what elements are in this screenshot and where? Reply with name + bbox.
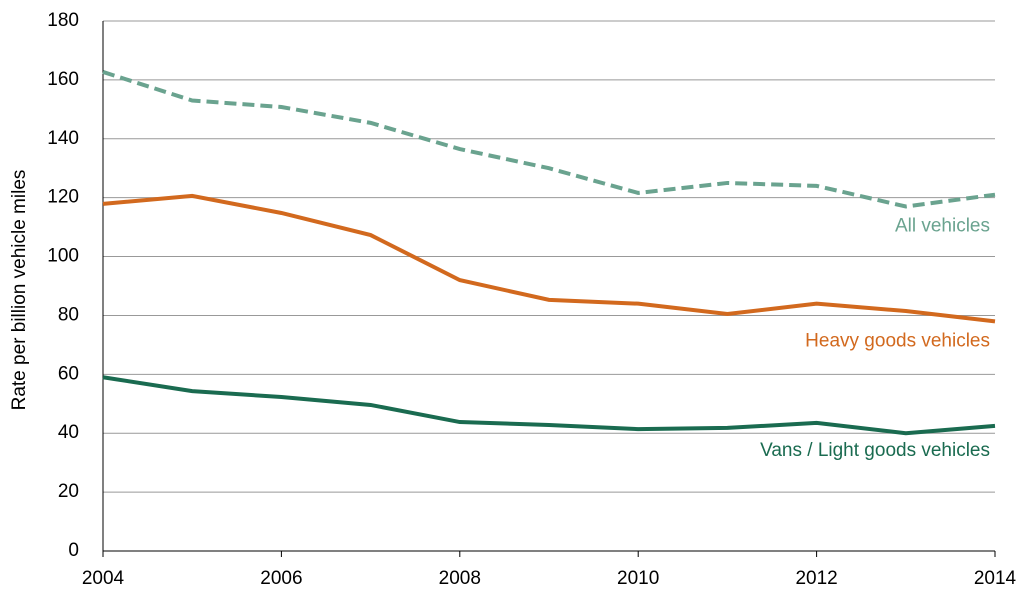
y-tick-label: 40 xyxy=(58,422,79,443)
y-tick-label: 160 xyxy=(47,69,79,90)
series-label: Heavy goods vehicles xyxy=(805,330,990,351)
x-tick-label: 2008 xyxy=(439,568,481,589)
x-tick-label: 2004 xyxy=(82,568,125,589)
series-label: All vehicles xyxy=(895,216,990,237)
series-line xyxy=(102,193,996,324)
series-line xyxy=(102,70,996,209)
x-tick-label: 2014 xyxy=(974,568,1017,589)
y-tick-label: 180 xyxy=(47,10,79,31)
series-line xyxy=(102,375,996,436)
y-tick-label: 140 xyxy=(47,128,79,149)
x-tick-label: 2010 xyxy=(617,568,659,589)
y-tick-label: 120 xyxy=(47,187,79,208)
y-tick-label: 100 xyxy=(47,246,79,267)
y-tick-label: 0 xyxy=(68,540,79,561)
y-tick-label: 80 xyxy=(58,304,79,325)
y-tick-label: 60 xyxy=(58,363,79,384)
x-tick-label: 2012 xyxy=(795,568,837,589)
series-label: Vans / Light goods vehicles xyxy=(760,440,990,461)
y-axis-label: Rate per billion vehicle miles xyxy=(9,170,30,411)
y-tick-label: 20 xyxy=(58,481,79,502)
x-tick-label: 2006 xyxy=(260,568,302,589)
